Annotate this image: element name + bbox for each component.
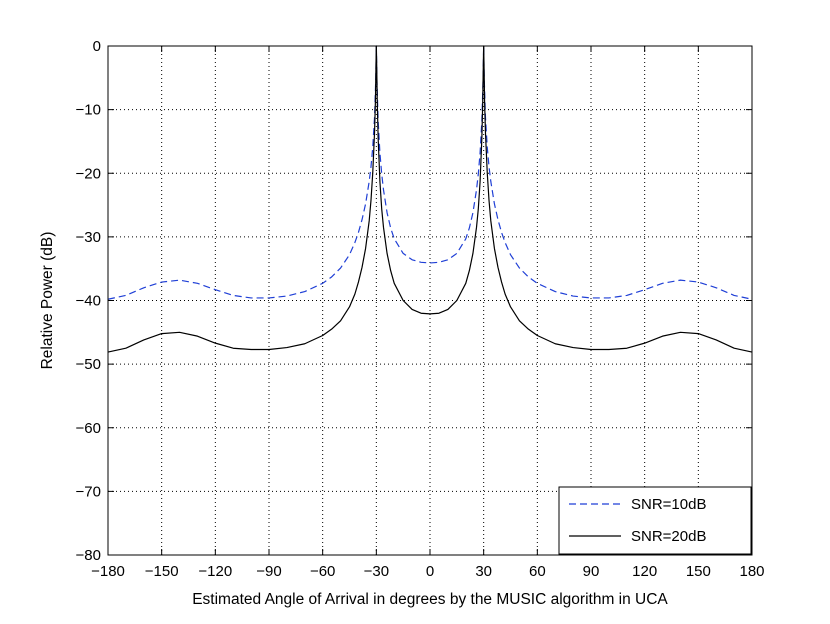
y-tick-label: −30 (76, 229, 101, 246)
x-tick-label: 90 (583, 563, 600, 580)
legend-label-snr-10db: SNR=10dB (631, 496, 706, 513)
series-line-snr-20db (107, 45, 753, 353)
y-tick-label: −50 (76, 356, 101, 373)
grid (108, 46, 752, 555)
x-axis-title: Estimated Angle of Arrival in degrees by… (192, 591, 668, 608)
legend: SNR=10dB SNR=20dB (558, 486, 752, 555)
y-axis-title: Relative Power (dB) (39, 232, 56, 370)
y-tick-label: −70 (76, 483, 101, 500)
y-tick-label: −20 (76, 165, 101, 182)
x-tick-label: −30 (364, 563, 389, 580)
x-tick-label: 30 (475, 563, 492, 580)
x-tick-label: −150 (145, 563, 179, 580)
x-tick-label: 180 (739, 563, 764, 580)
x-tick-label: −180 (91, 563, 125, 580)
x-tick-label: 60 (529, 563, 546, 580)
x-tick-label: 0 (426, 563, 434, 580)
x-tick-label: −90 (256, 563, 281, 580)
y-tick-label: −40 (76, 293, 101, 310)
x-tick-label: −60 (310, 563, 335, 580)
x-tick-label: 120 (632, 563, 657, 580)
tick-labels: −180 −150 −120 −90 −60 −30 0 30 60 90 120 150 180 0 −1… (76, 38, 765, 580)
y-tick-label: −60 (76, 420, 101, 437)
y-tick-label: −10 (76, 102, 101, 119)
axis-ticks (107, 45, 753, 556)
plot-lines (107, 45, 753, 353)
x-tick-label: −120 (198, 563, 232, 580)
y-tick-label: −80 (76, 547, 101, 564)
x-tick-label: 150 (686, 563, 711, 580)
series-line-snr-10db (107, 45, 753, 300)
legend-box (558, 486, 752, 555)
legend-label-snr-20db: SNR=20dB (631, 528, 706, 545)
y-tick-label: 0 (93, 38, 101, 55)
